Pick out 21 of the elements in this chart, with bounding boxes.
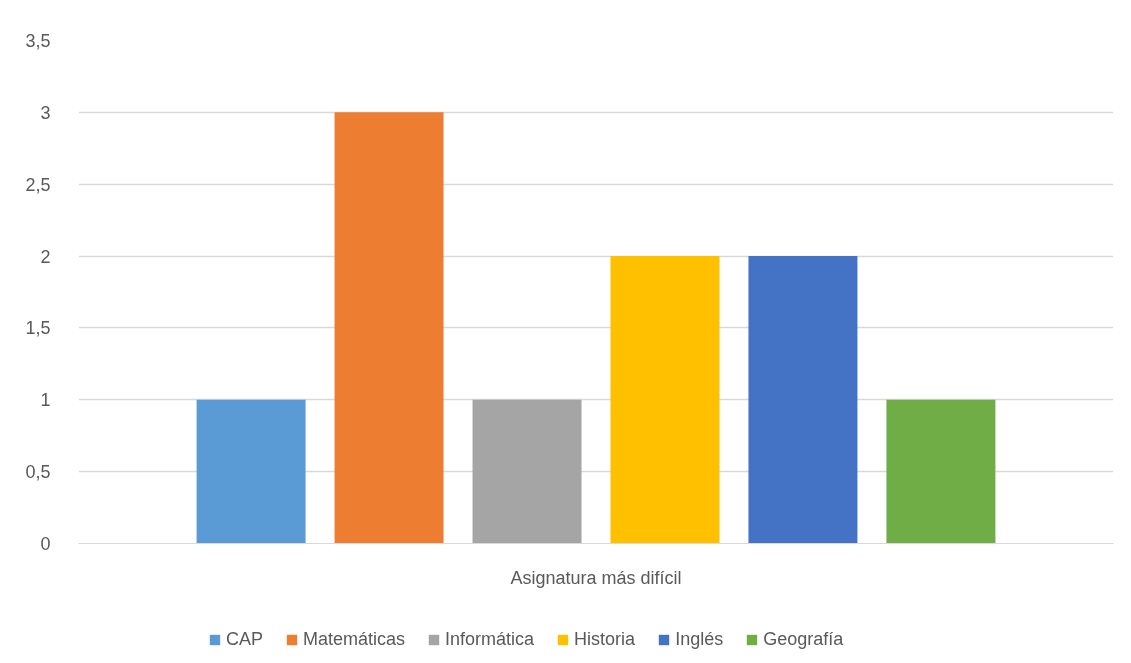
bar: [886, 399, 996, 544]
y-tick-label: 3: [40, 102, 51, 123]
y-tick-label: 2,5: [25, 174, 51, 195]
legend-label: CAP: [226, 629, 264, 650]
y-tick-label: 3,5: [25, 31, 51, 51]
x-tick-label: Asignatura más difícil: [510, 567, 682, 588]
y-tick-label: 1: [40, 390, 51, 411]
legend-label: Historia: [574, 629, 636, 650]
legend-label: Geografía: [763, 629, 844, 650]
y-tick-label: 0: [40, 534, 51, 554]
y-tick-label: 2: [40, 246, 51, 267]
y-tick-label: 1,5: [25, 318, 51, 339]
y-tick-label: 0,5: [25, 462, 51, 483]
bar: [610, 256, 720, 544]
legend-label: Matemáticas: [303, 629, 406, 650]
legend-label: Inglés: [675, 629, 724, 650]
bar: [748, 256, 858, 544]
bar: [334, 112, 444, 544]
bar: [196, 399, 306, 544]
bar: [472, 399, 582, 544]
legend-label: Informática: [445, 629, 535, 650]
